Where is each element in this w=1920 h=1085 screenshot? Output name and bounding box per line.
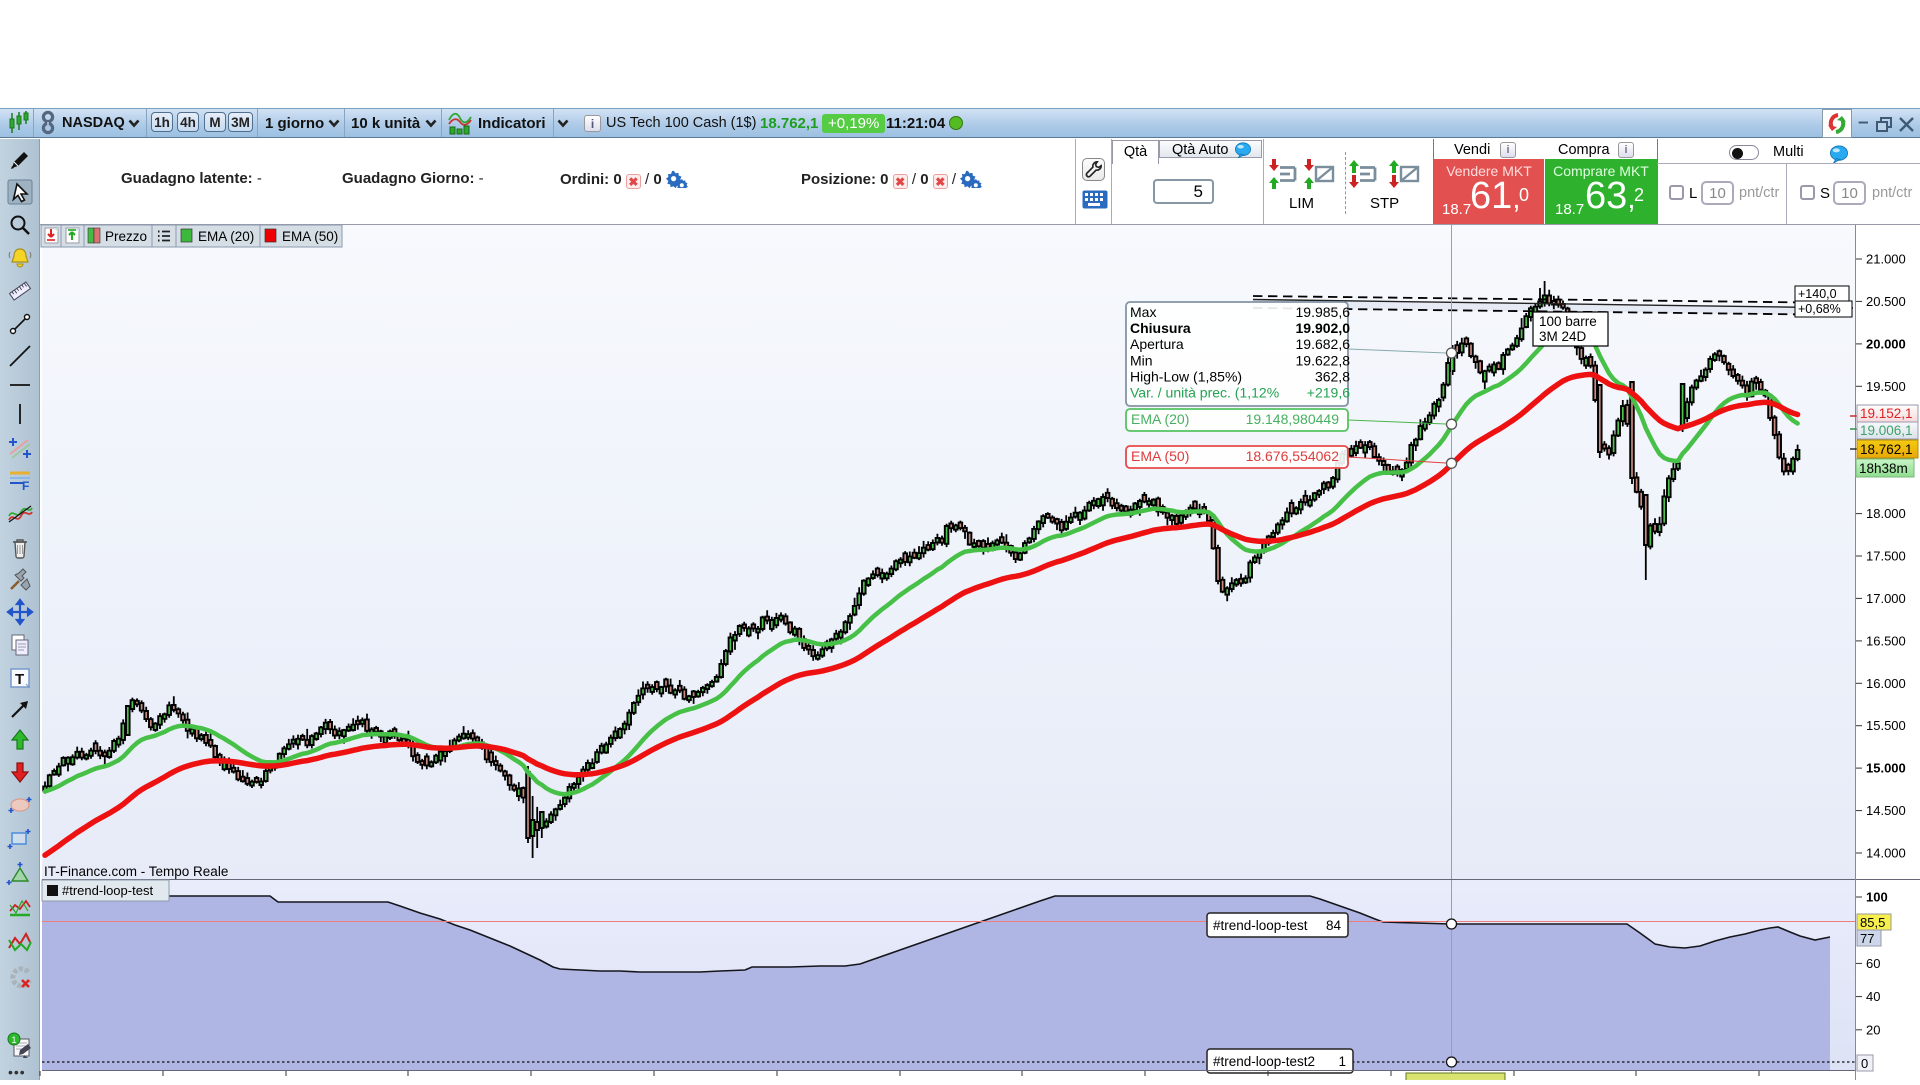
svg-text:14.500: 14.500	[1866, 803, 1906, 818]
svg-text:1: 1	[1338, 1054, 1346, 1069]
svg-text:19.622,8: 19.622,8	[1296, 352, 1351, 368]
svg-text:15.500: 15.500	[1866, 718, 1906, 733]
svg-text:0: 0	[1861, 1056, 1868, 1071]
svg-text:IT-Finance.com - Tempo Reale: IT-Finance.com - Tempo Reale	[44, 864, 228, 879]
svg-text:17.500: 17.500	[1866, 549, 1906, 564]
svg-text:18.676,554062: 18.676,554062	[1246, 448, 1340, 464]
svg-text:100 barre: 100 barre	[1539, 314, 1597, 329]
svg-text:F: F	[22, 479, 29, 493]
svg-text:20.000: 20.000	[1866, 336, 1906, 351]
svg-text:362,8: 362,8	[1315, 368, 1350, 384]
svg-text:3M 24D: 3M 24D	[1539, 329, 1587, 344]
svg-text:EMA (50): EMA (50)	[1131, 448, 1189, 464]
svg-text:#trend-loop-test: #trend-loop-test	[62, 883, 153, 898]
svg-text:High-Low (1,85%): High-Low (1,85%)	[1130, 368, 1242, 384]
svg-text:40: 40	[1866, 989, 1880, 1004]
svg-text:19.006,1: 19.006,1	[1860, 423, 1913, 438]
svg-text:#trend-loop-test: #trend-loop-test	[1213, 918, 1308, 933]
svg-text:77: 77	[1860, 931, 1874, 946]
svg-text:EMA (50): EMA (50)	[282, 229, 338, 244]
svg-text:85,5: 85,5	[1860, 915, 1885, 930]
svg-text:19.902,0: 19.902,0	[1296, 320, 1351, 336]
svg-text:17.000: 17.000	[1866, 591, 1906, 606]
svg-text:1: 1	[12, 1035, 17, 1045]
svg-text:19.152,1: 19.152,1	[1860, 406, 1913, 421]
svg-text:+0,68%: +0,68%	[1798, 302, 1841, 316]
svg-text:Chiusura: Chiusura	[1130, 320, 1191, 336]
svg-text:16.500: 16.500	[1866, 633, 1906, 648]
svg-text:21.000: 21.000	[1866, 252, 1906, 267]
svg-text:Max: Max	[1130, 304, 1156, 320]
svg-text:18h38m: 18h38m	[1859, 461, 1908, 476]
svg-text:EMA (20): EMA (20)	[1131, 411, 1189, 427]
svg-text:Apertura: Apertura	[1130, 336, 1184, 352]
svg-text:+219,6: +219,6	[1307, 385, 1350, 401]
svg-text:14.000: 14.000	[1866, 846, 1906, 861]
svg-text:20.500: 20.500	[1866, 294, 1906, 309]
svg-text:15.000: 15.000	[1866, 761, 1906, 776]
svg-text:19.682,6: 19.682,6	[1296, 336, 1351, 352]
svg-text:100: 100	[1866, 890, 1888, 905]
svg-text:EMA (20): EMA (20)	[198, 229, 254, 244]
svg-text:18.000: 18.000	[1866, 506, 1906, 521]
svg-text:16.000: 16.000	[1866, 676, 1906, 691]
svg-text:Var. / unità prec. (1,12%: Var. / unità prec. (1,12%	[1130, 385, 1279, 401]
svg-text:T: T	[15, 671, 24, 688]
svg-text:18.762,1: 18.762,1	[1860, 442, 1913, 457]
svg-text:60: 60	[1866, 956, 1880, 971]
svg-text:+140,0: +140,0	[1798, 287, 1837, 301]
svg-text:84: 84	[1326, 918, 1342, 933]
svg-text:20: 20	[1866, 1022, 1880, 1037]
svg-text:19.500: 19.500	[1866, 379, 1906, 394]
svg-text:#trend-loop-test2: #trend-loop-test2	[1213, 1054, 1315, 1069]
svg-text:Prezzo: Prezzo	[105, 229, 147, 244]
svg-text:19.985,6: 19.985,6	[1296, 304, 1351, 320]
svg-text:19.148,980449: 19.148,980449	[1246, 411, 1340, 427]
svg-text:Min: Min	[1130, 352, 1153, 368]
